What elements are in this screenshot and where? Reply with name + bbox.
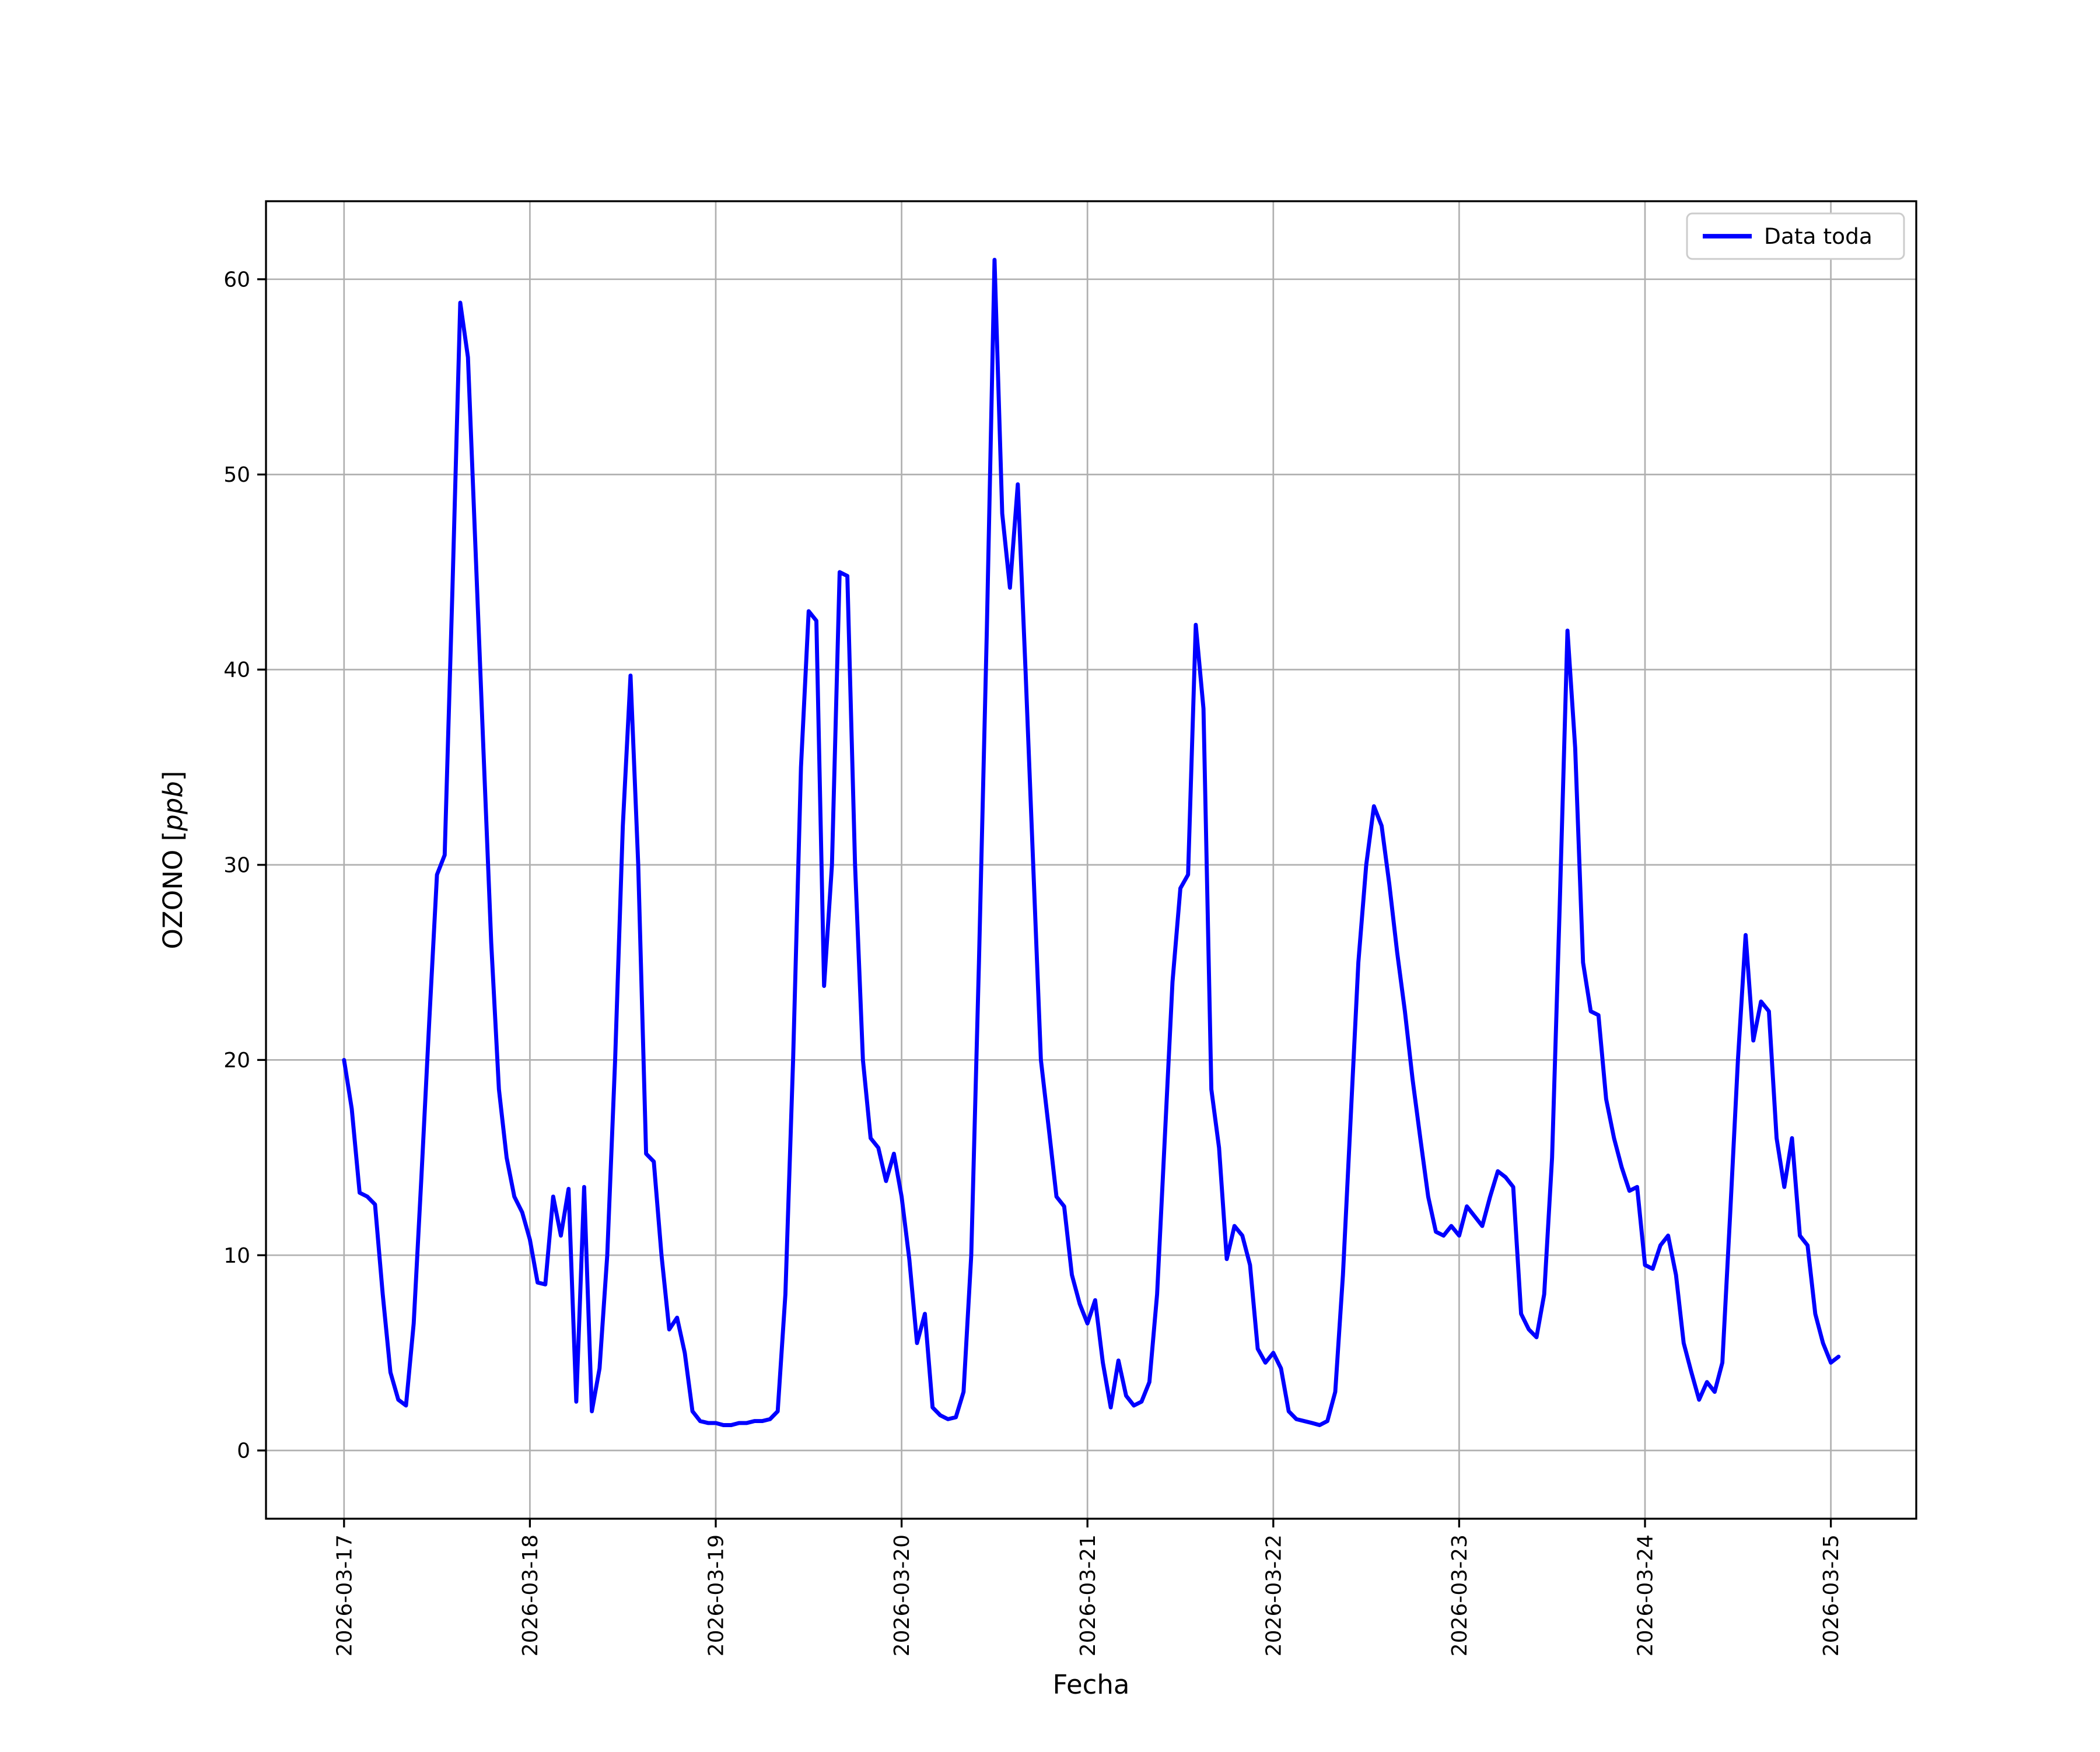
- x-tick-label: 2026-03-23: [1448, 1534, 1472, 1656]
- x-tick-label: 2026-03-19: [705, 1534, 729, 1656]
- y-tick-label: 30: [223, 854, 250, 878]
- y-axis-label: OZONO [ppb]: [158, 771, 188, 949]
- y-tick-label: 20: [223, 1049, 250, 1073]
- x-tick-label: 2026-03-17: [332, 1534, 356, 1656]
- y-tick-label: 50: [223, 463, 250, 487]
- x-tick-label: 2026-03-22: [1262, 1534, 1286, 1656]
- plot-area: [266, 201, 1916, 1519]
- plot-border: [265, 200, 1917, 1520]
- y-tick-label: 60: [223, 268, 250, 292]
- x-tick-label: 2026-03-24: [1634, 1534, 1658, 1656]
- data-line: [342, 258, 1841, 1427]
- y-tick-label: 0: [237, 1439, 250, 1463]
- x-tick-label: 2026-03-21: [1076, 1534, 1100, 1656]
- y-tick-label: 40: [223, 658, 250, 682]
- legend-label: Data toda: [1764, 223, 1873, 249]
- x-axis-label: Fecha: [1053, 1669, 1130, 1700]
- x-tick-label: 2026-03-25: [1819, 1534, 1843, 1656]
- x-tick-label: 2026-03-18: [519, 1534, 542, 1656]
- legend: Data toda: [1686, 212, 1905, 260]
- x-tick-label: 2026-03-20: [890, 1534, 914, 1656]
- legend-box: [1686, 212, 1905, 260]
- y-tick-label: 10: [223, 1244, 250, 1268]
